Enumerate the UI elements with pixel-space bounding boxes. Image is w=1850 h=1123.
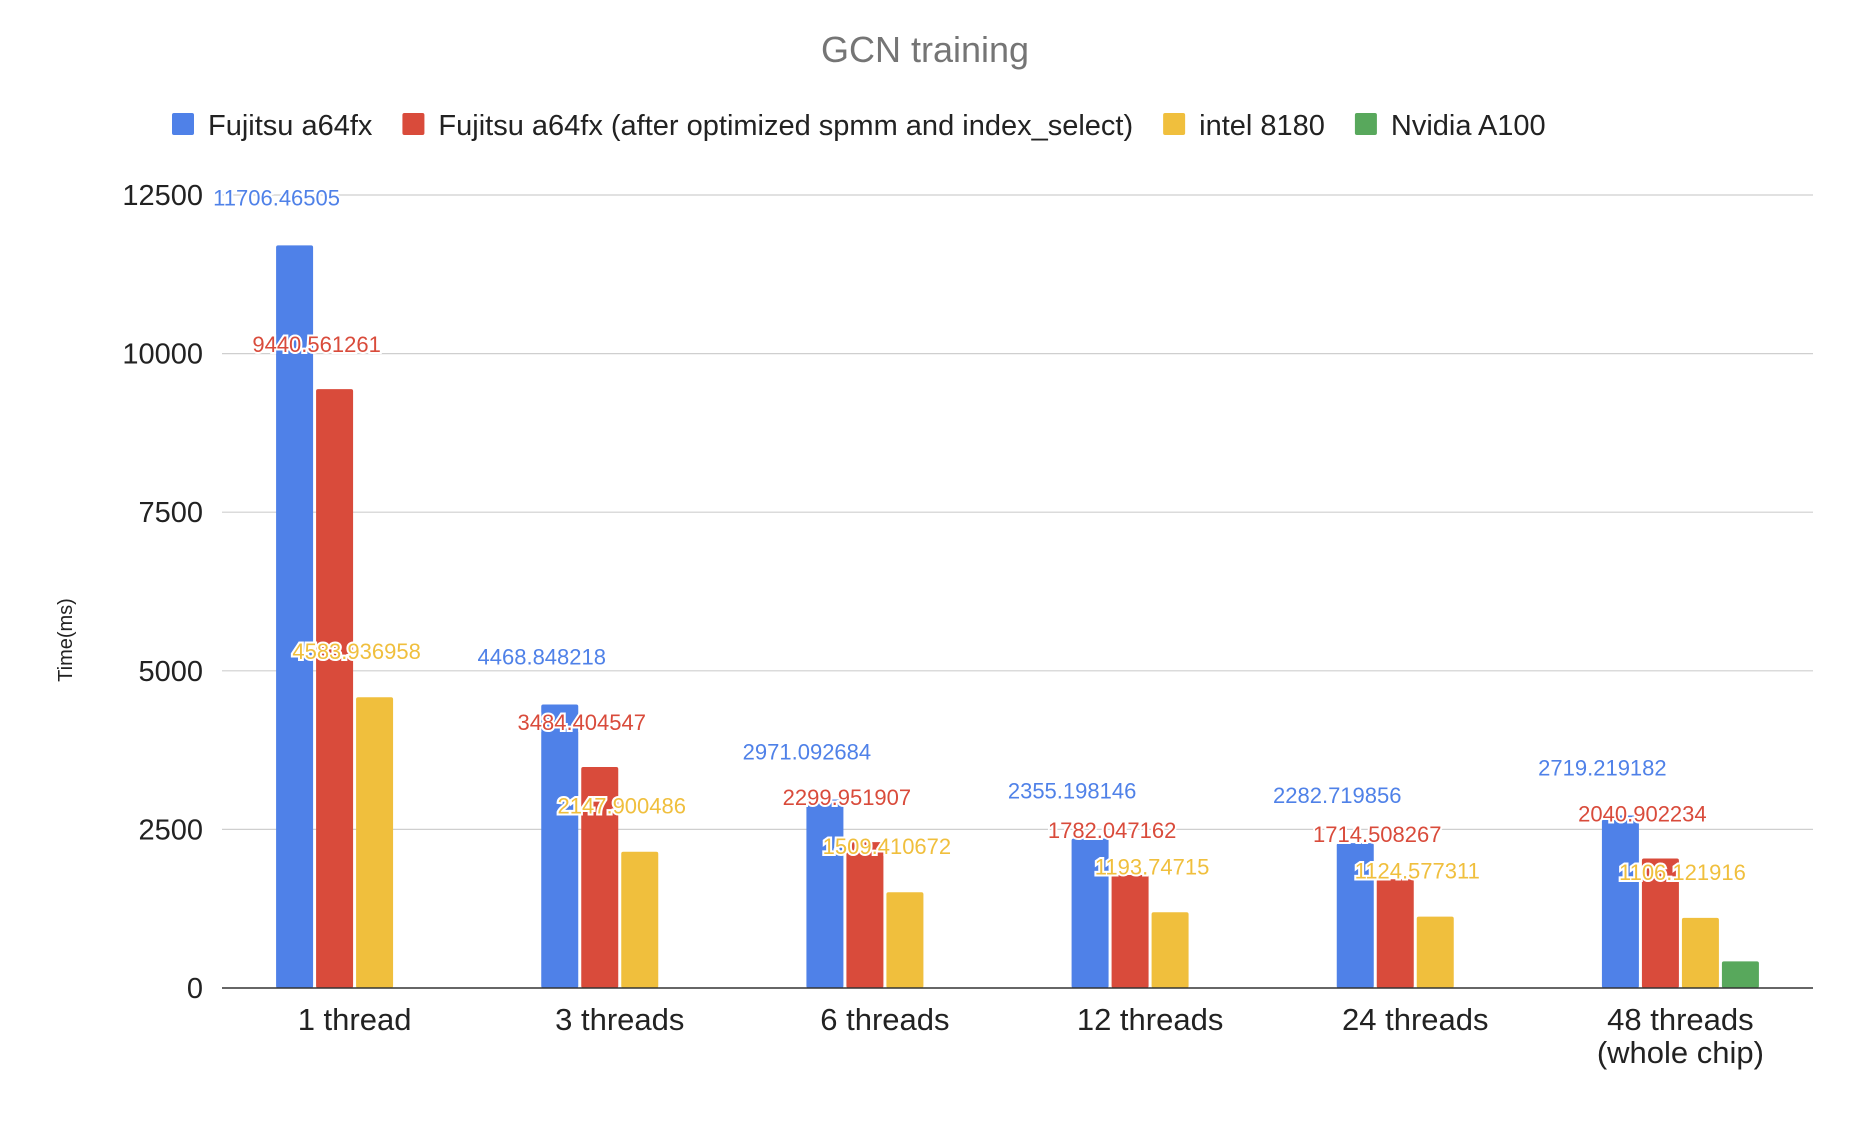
data-label: 1782.047162 xyxy=(1048,818,1176,843)
data-label: 3484.404547 xyxy=(518,710,646,735)
data-label: 2971.092684 xyxy=(743,740,871,765)
y-axis-label: Time(ms) xyxy=(55,598,77,682)
legend-label: Nvidia A100 xyxy=(1391,110,1546,142)
legend: Fujitsu a64fx Fujitsu a64fx (after optimi… xyxy=(172,110,1546,142)
y-tick-label: 7500 xyxy=(138,497,203,529)
y-tick-label: 2500 xyxy=(138,814,203,846)
data-label: 2040.902234 xyxy=(1578,802,1706,827)
data-label: 11706.46505 xyxy=(213,185,340,210)
legend-swatch xyxy=(1354,113,1377,135)
data-labels: 11706.46505 9440.561261 4583.936958 4468.84… xyxy=(211,183,1748,886)
data-label: 2355.198146 xyxy=(1008,779,1136,804)
data-label: 4468.848218 xyxy=(478,644,606,669)
y-tick-label: 10000 xyxy=(122,339,203,371)
x-tick-label: 3 threads xyxy=(555,1002,684,1037)
data-label: 2147.900486 xyxy=(558,794,686,819)
x-tick-label: (whole chip) xyxy=(1597,1035,1764,1070)
x-tick-label: 6 threads xyxy=(820,1002,949,1037)
legend-swatch xyxy=(1163,113,1186,135)
bar xyxy=(886,892,924,988)
data-label: 4583.936958 xyxy=(292,639,420,664)
data-label: 1106.121916 xyxy=(1619,860,1746,885)
bar xyxy=(1601,815,1639,988)
data-label: 2299.951907 xyxy=(783,785,911,810)
bar xyxy=(621,851,659,988)
bar xyxy=(1336,843,1374,988)
legend-swatch xyxy=(172,113,194,135)
legend-swatch xyxy=(402,113,425,135)
bars xyxy=(276,245,1759,988)
data-label: 1124.577311 xyxy=(1355,859,1480,884)
data-label: 1714.508267 xyxy=(1313,822,1441,847)
x-tick-label: 48 threads xyxy=(1607,1002,1754,1037)
bar xyxy=(1071,838,1109,988)
bar xyxy=(1111,874,1149,988)
bar xyxy=(316,389,354,988)
y-tick-label: 12500 xyxy=(122,180,203,212)
data-label: 9440.561261 xyxy=(252,332,380,357)
bar xyxy=(846,842,884,988)
bar xyxy=(1721,961,1759,988)
data-label: 1193.74715 xyxy=(1095,854,1210,879)
bar xyxy=(356,697,394,988)
bar xyxy=(806,799,844,988)
gridlines xyxy=(222,194,1813,831)
legend-label: intel 8180 xyxy=(1199,110,1325,142)
data-label: 2719.219182 xyxy=(1538,755,1666,780)
bar xyxy=(276,245,314,988)
bar xyxy=(1416,916,1454,988)
data-label: 2282.719856 xyxy=(1273,783,1401,808)
x-tick-label: 24 threads xyxy=(1342,1002,1489,1037)
y-tick-label: 5000 xyxy=(138,656,203,688)
x-tick-label: 1 thread xyxy=(298,1002,412,1037)
bar xyxy=(1641,858,1679,988)
x-tick-label: 12 threads xyxy=(1077,1002,1224,1037)
y-axis-ticks: 0 2500 5000 7500 10000 12500 xyxy=(122,180,203,1005)
x-axis-ticks: 1 thread 3 threads 6 threads 12 threads 24 t… xyxy=(298,1002,1764,1070)
bar xyxy=(541,704,579,988)
y-tick-label: 0 xyxy=(187,973,203,1005)
legend-label: Fujitsu a64fx (after optimized spmm and … xyxy=(438,110,1133,142)
chart-title: GCN training xyxy=(821,29,1029,70)
bar xyxy=(581,766,619,988)
legend-label: Fujitsu a64fx xyxy=(208,110,373,142)
bar xyxy=(1151,912,1189,988)
data-label: 1509.410672 xyxy=(823,834,951,859)
bar xyxy=(1681,917,1719,988)
bar xyxy=(1376,879,1414,988)
